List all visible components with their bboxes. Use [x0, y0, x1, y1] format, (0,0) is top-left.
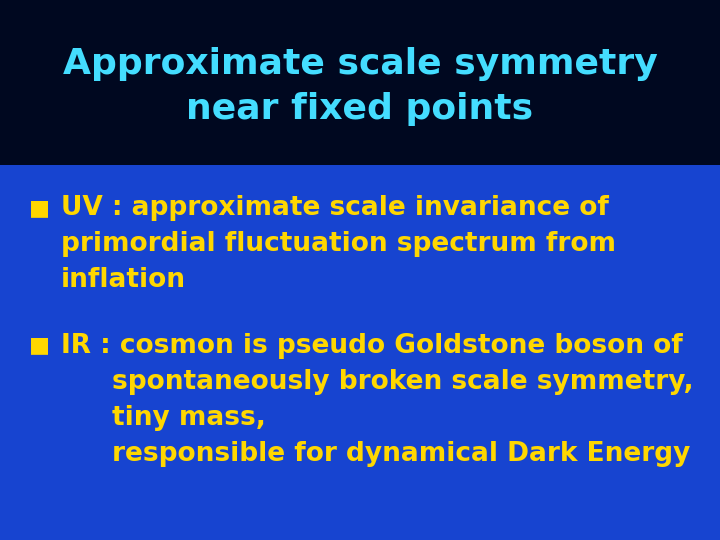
Bar: [0, 514, 720, 528]
Bar: [0, 516, 720, 529]
Bar: [0, 517, 720, 530]
Bar: [0, 522, 720, 535]
Bar: [0, 518, 720, 531]
Bar: [0, 525, 720, 539]
Bar: [0, 521, 720, 534]
Bar: [0, 515, 720, 529]
Text: responsible for dynamical Dark Energy: responsible for dynamical Dark Energy: [112, 441, 690, 467]
Bar: [0, 517, 720, 530]
Bar: [0, 519, 720, 533]
Bar: [0, 524, 720, 537]
Bar: [0, 515, 720, 528]
Bar: [0, 514, 720, 527]
Bar: [0, 524, 720, 538]
Bar: [0, 521, 720, 534]
Bar: [0, 519, 720, 534]
Bar: [0, 519, 720, 532]
Bar: [0, 525, 720, 539]
Bar: [0, 523, 720, 536]
Text: tiny mass,: tiny mass,: [112, 405, 266, 431]
Bar: [0, 522, 720, 535]
Bar: [0, 526, 720, 539]
Bar: [0, 518, 720, 532]
Bar: [0, 521, 720, 535]
Bar: [0, 516, 720, 530]
Bar: [0, 524, 720, 538]
Bar: [0, 526, 720, 539]
Text: Approximate scale symmetry
near fixed points: Approximate scale symmetry near fixed po…: [63, 47, 657, 126]
Text: UV : approximate scale invariance of: UV : approximate scale invariance of: [61, 195, 609, 221]
Bar: [0, 523, 720, 537]
Bar: [0, 516, 720, 530]
Bar: [0, 518, 720, 531]
Text: primordial fluctuation spectrum from: primordial fluctuation spectrum from: [61, 231, 616, 257]
Bar: [0, 526, 720, 540]
Text: inflation: inflation: [61, 267, 186, 293]
Text: ■: ■: [29, 335, 50, 356]
Bar: [0, 525, 720, 538]
Bar: [0, 520, 720, 534]
Bar: [0, 517, 720, 531]
Text: spontaneously broken scale symmetry,: spontaneously broken scale symmetry,: [112, 369, 693, 395]
Bar: [0, 519, 720, 532]
FancyBboxPatch shape: [0, 165, 720, 540]
Bar: [0, 514, 720, 527]
Bar: [0, 523, 720, 536]
Text: IR : cosmon is pseudo Goldstone boson of: IR : cosmon is pseudo Goldstone boson of: [61, 333, 683, 359]
Text: ■: ■: [29, 198, 50, 218]
Bar: [0, 522, 720, 536]
Bar: [0, 523, 720, 537]
Bar: [0, 514, 720, 528]
Bar: [0, 515, 720, 529]
